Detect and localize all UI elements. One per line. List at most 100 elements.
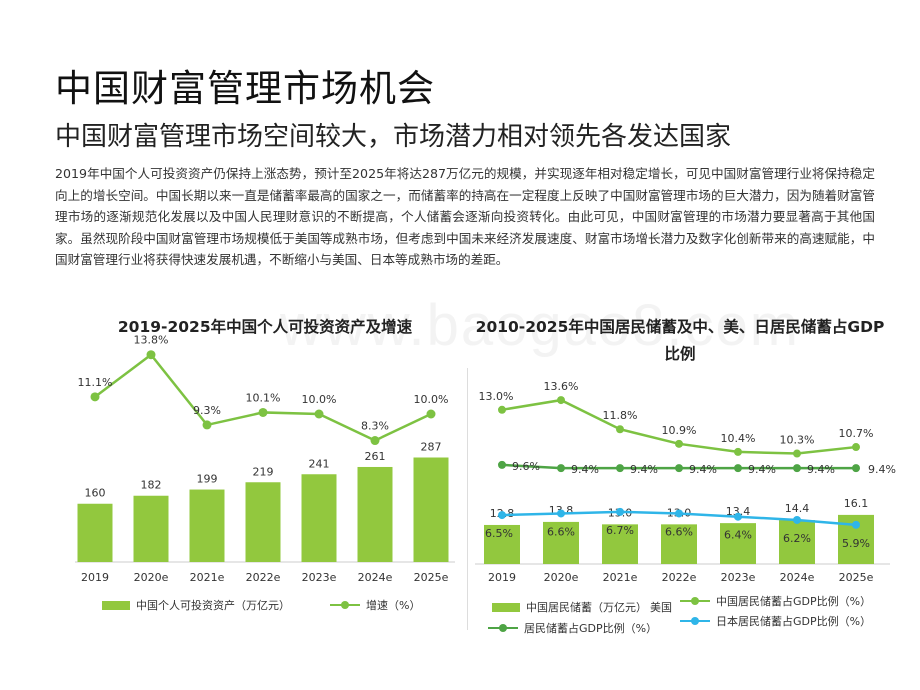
chart1-bar-label: 219 xyxy=(253,465,274,478)
chart2-japan-line-point xyxy=(616,507,624,516)
chart2-bar-label: 16.1 xyxy=(844,497,869,510)
chart2-bar-label: 13.4 xyxy=(726,505,751,518)
chart1-growth-point xyxy=(202,420,212,430)
chart1-growth-point xyxy=(314,409,324,419)
chart2-bar xyxy=(661,524,697,564)
chart2-tick-label: 2019 xyxy=(488,571,516,584)
chart2-japan-line-label: 5.9% xyxy=(842,537,870,550)
chart1-tick-label: 2019 xyxy=(81,571,109,584)
chart2-china-line-label: 10.9% xyxy=(662,424,697,437)
chart1-bar-label: 160 xyxy=(85,487,106,500)
chart1-growth-point xyxy=(90,392,100,402)
chart2-legend-japan-line: 日本居民储蓄占GDP比例（%） xyxy=(680,613,871,629)
chart2-legend-bar: 中国居民储蓄（万亿元） 美国 xyxy=(492,599,672,615)
chart1-tick-label: 2025e xyxy=(414,571,449,584)
chart2-us-line-label: 9.4% xyxy=(868,463,896,476)
chart1-growth-label: 10.0% xyxy=(414,393,449,406)
chart2-tick-label: 2023e xyxy=(721,571,756,584)
chart2-japan-line-label: 6.7% xyxy=(606,524,634,537)
chart2-japan-line-point xyxy=(675,509,683,518)
chart1-bar-label: 182 xyxy=(141,479,162,492)
chart2-china-line-point xyxy=(616,425,624,434)
legend-suffix: 美国 xyxy=(650,601,672,614)
chart2-china-line-label: 10.3% xyxy=(780,434,815,447)
chart1-growth-label: 11.1% xyxy=(78,376,113,389)
chart1-tick-label: 2023e xyxy=(302,571,337,584)
chart2-bar xyxy=(484,524,520,564)
chart2-china-line-point xyxy=(793,449,801,458)
chart1-bar-label: 241 xyxy=(309,457,330,470)
chart2-japan-line-label: 6.4% xyxy=(724,529,752,542)
chart1-growth-point xyxy=(426,409,436,419)
chart2-china-line-point xyxy=(557,396,565,405)
chart2-us-line-point xyxy=(852,464,860,473)
chart2-legend-us-line: 居民储蓄占GDP比例（%） xyxy=(488,620,657,636)
chart2-china-line-label: 10.7% xyxy=(839,427,874,440)
legend-line-label: 增速（%） xyxy=(366,599,421,612)
chart1-tick-label: 2021e xyxy=(190,571,225,584)
page-subtitle: 中国财富管理市场空间较大，市场潜力相对领先各发达国家 xyxy=(55,122,732,152)
chart2-china-line-label: 13.6% xyxy=(544,380,579,393)
page-title: 中国财富管理市场机会 xyxy=(55,67,435,110)
legend-line-swatch xyxy=(488,622,518,634)
legend-line-swatch xyxy=(680,615,710,627)
chart2-japan-line-label: 6.2% xyxy=(783,532,811,545)
chart1-bar xyxy=(77,503,113,562)
chart2-japan-line-label: 6.6% xyxy=(547,525,575,538)
chart2-bar xyxy=(720,523,756,564)
chart1-growth-label: 13.8% xyxy=(134,334,169,347)
chart2-bar xyxy=(602,524,638,564)
chart2-us-line-label: 9.4% xyxy=(689,463,717,476)
watermark: www.baogao8.com xyxy=(280,293,801,358)
chart1-bar xyxy=(245,482,281,562)
chart2-us-line-label: 9.4% xyxy=(571,463,599,476)
chart1-tick-label: 2024e xyxy=(358,571,393,584)
chart2-japan-line-label: 6.5% xyxy=(485,527,513,540)
chart-divider xyxy=(467,368,468,630)
chart2-tick-label: 2020e xyxy=(544,571,579,584)
chart2-japan-line-label: 6.6% xyxy=(665,525,693,538)
chart2-us-line-point xyxy=(734,464,742,473)
chart1-bar-label: 287 xyxy=(421,441,442,454)
chart2-china-line-point xyxy=(852,443,860,452)
chart2-japan-line-point xyxy=(557,509,565,518)
legend-bar-label: 中国居民储蓄（万亿元） xyxy=(526,601,647,614)
chart2-us-line-point xyxy=(498,460,506,469)
legend-bar-label: 中国个人可投资资产（万亿元） xyxy=(136,599,290,612)
chart2-china-line-label: 11.8% xyxy=(603,409,638,422)
chart2-us-line-point xyxy=(616,464,624,473)
chart1-growth-point xyxy=(258,407,268,417)
chart2-us-line-point xyxy=(793,464,801,473)
chart2-us-line-label: 9.4% xyxy=(807,463,835,476)
chart2-bar xyxy=(543,521,579,564)
chart1-bar-label: 199 xyxy=(197,473,218,486)
chart1-legend-line: 增速（%） xyxy=(330,597,420,613)
chart2-us-line-label: 9.6% xyxy=(512,460,540,473)
chart2-tick-label: 2022e xyxy=(662,571,697,584)
chart1-legend-bar: 中国个人可投资资产（万亿元） xyxy=(102,597,290,613)
chart1-bar xyxy=(357,466,393,562)
legend-line-swatch xyxy=(680,595,710,607)
chart1-growth-label: 10.1% xyxy=(246,391,281,404)
chart2-china-line-label: 13.0% xyxy=(479,390,514,403)
chart1-bar-label: 261 xyxy=(365,450,386,463)
chart2-tick-label: 2024e xyxy=(780,571,815,584)
chart1-growth-label: 9.3% xyxy=(193,404,221,417)
chart1-growth-point xyxy=(146,350,156,360)
chart2-tick-label: 2021e xyxy=(603,571,638,584)
chart2-legend-china-line: 中国居民储蓄占GDP比例（%） xyxy=(680,593,871,609)
chart2-japan-line-point xyxy=(498,511,506,520)
legend-bar-swatch xyxy=(492,602,520,612)
chart2-china-line-label: 10.4% xyxy=(721,432,756,445)
chart1-tick-label: 2020e xyxy=(134,571,169,584)
chart2-us-line-label: 9.4% xyxy=(630,463,658,476)
chart2-us-line-point xyxy=(557,464,565,473)
chart2-tick-label: 2025e xyxy=(839,571,874,584)
chart1-growth-point xyxy=(370,436,380,446)
chart1-growth-label: 8.3% xyxy=(361,420,389,433)
chart1-bar xyxy=(189,489,225,562)
legend-line-label: 日本居民储蓄占GDP比例（%） xyxy=(716,615,872,628)
chart1-title: 2019-2025年中国个人可投资资产及增速 xyxy=(117,318,413,336)
chart2-bar-label: 14.4 xyxy=(785,502,810,515)
